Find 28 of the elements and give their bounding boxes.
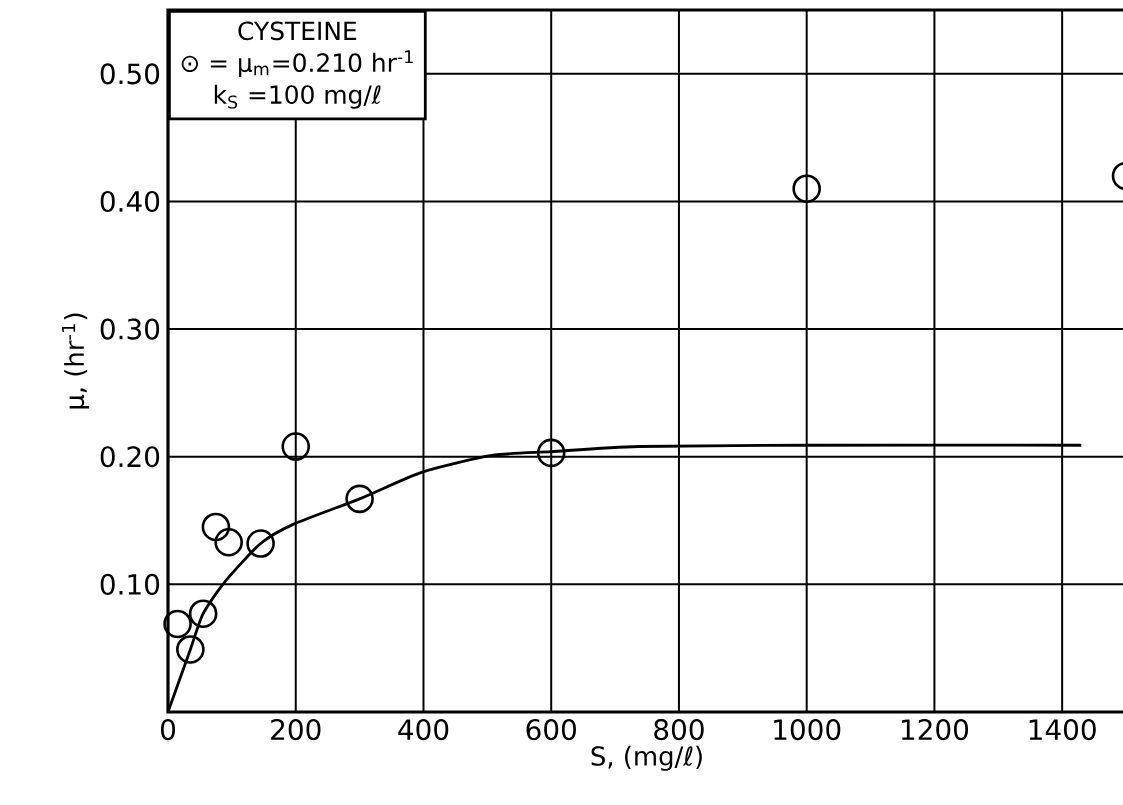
x-tick-label: 800 bbox=[654, 719, 704, 741]
annotation: CYSTEINE bbox=[238, 21, 357, 41]
x-tick-label: 1200 bbox=[901, 719, 969, 741]
point bbox=[163, 609, 192, 639]
point bbox=[281, 432, 311, 461]
point bbox=[201, 512, 231, 542]
y-tick-label: 0.40 bbox=[100, 190, 160, 213]
x-tick-label: 600 bbox=[526, 719, 576, 741]
x-tick-label: 200 bbox=[271, 719, 321, 741]
annotation: k$_{S}$ =100 mg/ℓ bbox=[214, 84, 381, 109]
annotation: ⊙ = μ$_{m}$=0.210 hr$^{-1}$ bbox=[181, 50, 413, 77]
x-tick-label: 0 bbox=[160, 719, 176, 741]
y-axis-title: μ, (hr$^{-1}$) bbox=[61, 313, 90, 409]
y-tick-label: 0.20 bbox=[100, 446, 160, 468]
point bbox=[345, 484, 374, 514]
x-tick-label: 1000 bbox=[774, 719, 841, 741]
y-tick-label: 0.50 bbox=[100, 63, 160, 85]
point bbox=[214, 527, 243, 557]
x-tick-label: 1400 bbox=[1029, 719, 1096, 741]
point bbox=[792, 174, 821, 203]
x-tick-label: 400 bbox=[398, 719, 449, 741]
x-axis-title: S, (mg/ℓ) bbox=[591, 745, 702, 771]
y-tick-label: 0.10 bbox=[100, 573, 160, 595]
y-tick-label: 0.30 bbox=[100, 318, 160, 340]
point bbox=[246, 529, 275, 558]
point bbox=[536, 438, 566, 468]
point bbox=[176, 635, 205, 664]
point bbox=[188, 599, 218, 629]
